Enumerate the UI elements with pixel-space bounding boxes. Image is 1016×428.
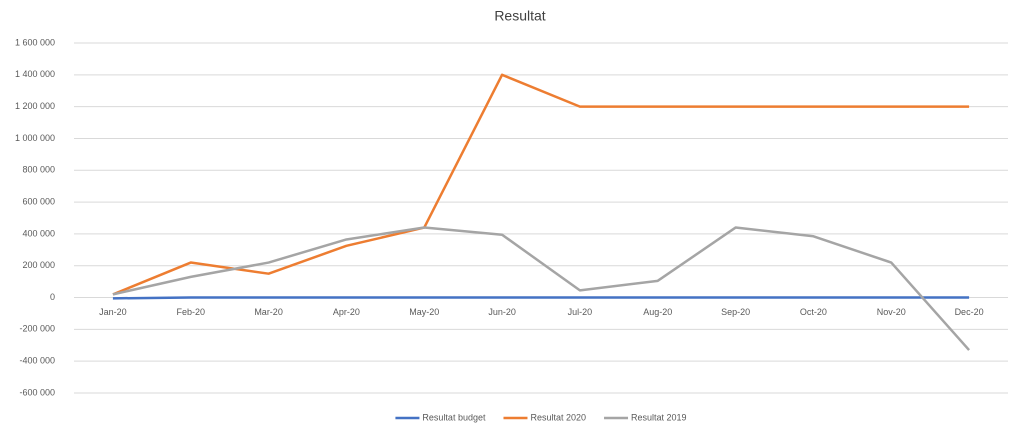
x-tick-label: Dec-20 <box>955 307 984 317</box>
y-tick-label: -600 000 <box>19 387 55 397</box>
legend-label: Resultat 2020 <box>530 412 586 422</box>
y-tick-label: 1 000 000 <box>15 133 55 143</box>
x-tick-label: Aug-20 <box>643 307 672 317</box>
x-tick-label: Feb-20 <box>176 307 205 317</box>
x-tick-label: Oct-20 <box>800 307 827 317</box>
y-tick-label: 400 000 <box>22 228 55 238</box>
y-tick-label: 600 000 <box>22 196 55 206</box>
y-tick-label: 1 600 000 <box>15 37 55 47</box>
x-tick-label: May-20 <box>409 307 439 317</box>
x-tick-label: Sep-20 <box>721 307 750 317</box>
y-tick-label: -200 000 <box>19 324 55 334</box>
y-tick-label: 200 000 <box>22 260 55 270</box>
x-tick-label: Nov-20 <box>877 307 906 317</box>
y-tick-label: 1 200 000 <box>15 101 55 111</box>
x-tick-label: Jul-20 <box>568 307 593 317</box>
x-tick-label: Apr-20 <box>333 307 360 317</box>
x-tick-label: Mar-20 <box>254 307 283 317</box>
x-tick-label: Jan-20 <box>99 307 127 317</box>
x-tick-label: Jun-20 <box>488 307 516 317</box>
y-tick-label: -400 000 <box>19 356 55 366</box>
chart-title: Resultat <box>494 8 545 24</box>
series-line <box>112 296 970 300</box>
legend-label: Resultat 2019 <box>631 412 687 422</box>
y-tick-label: 800 000 <box>22 165 55 175</box>
y-tick-label: 0 <box>50 292 55 302</box>
legend-label: Resultat budget <box>422 412 486 422</box>
series-line <box>112 226 971 351</box>
y-tick-label: 1 400 000 <box>15 69 55 79</box>
series-line <box>112 73 970 296</box>
